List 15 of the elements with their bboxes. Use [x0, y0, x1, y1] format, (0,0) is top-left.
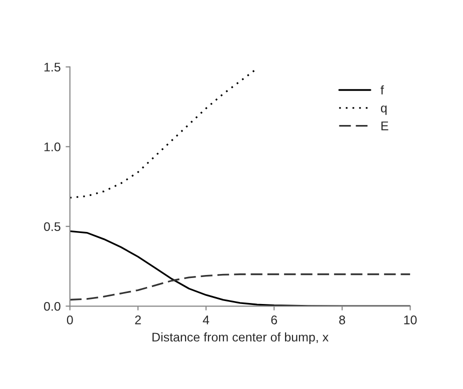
x-axis-title: Distance from center of bump, x [152, 332, 329, 344]
y-tick-label: 0.0 [44, 302, 60, 311]
legend-label: E [381, 122, 388, 130]
x-tick-label: 0 [66, 316, 73, 324]
y-tick-label: 1.5 [44, 62, 60, 72]
line-series [70, 273, 410, 301]
x-tick-label: 6 [271, 316, 278, 324]
x-tick-label: 4 [202, 316, 210, 324]
legend-label: q [380, 106, 387, 115]
y-tick-label: 1.0 [44, 142, 60, 152]
x-tick-label: 8 [339, 316, 346, 324]
y-tick-label: 0.5 [44, 222, 60, 232]
x-tick-label: 10 [404, 316, 417, 324]
x-tick-label: 2 [135, 316, 141, 324]
legend-label: f [380, 85, 384, 94]
